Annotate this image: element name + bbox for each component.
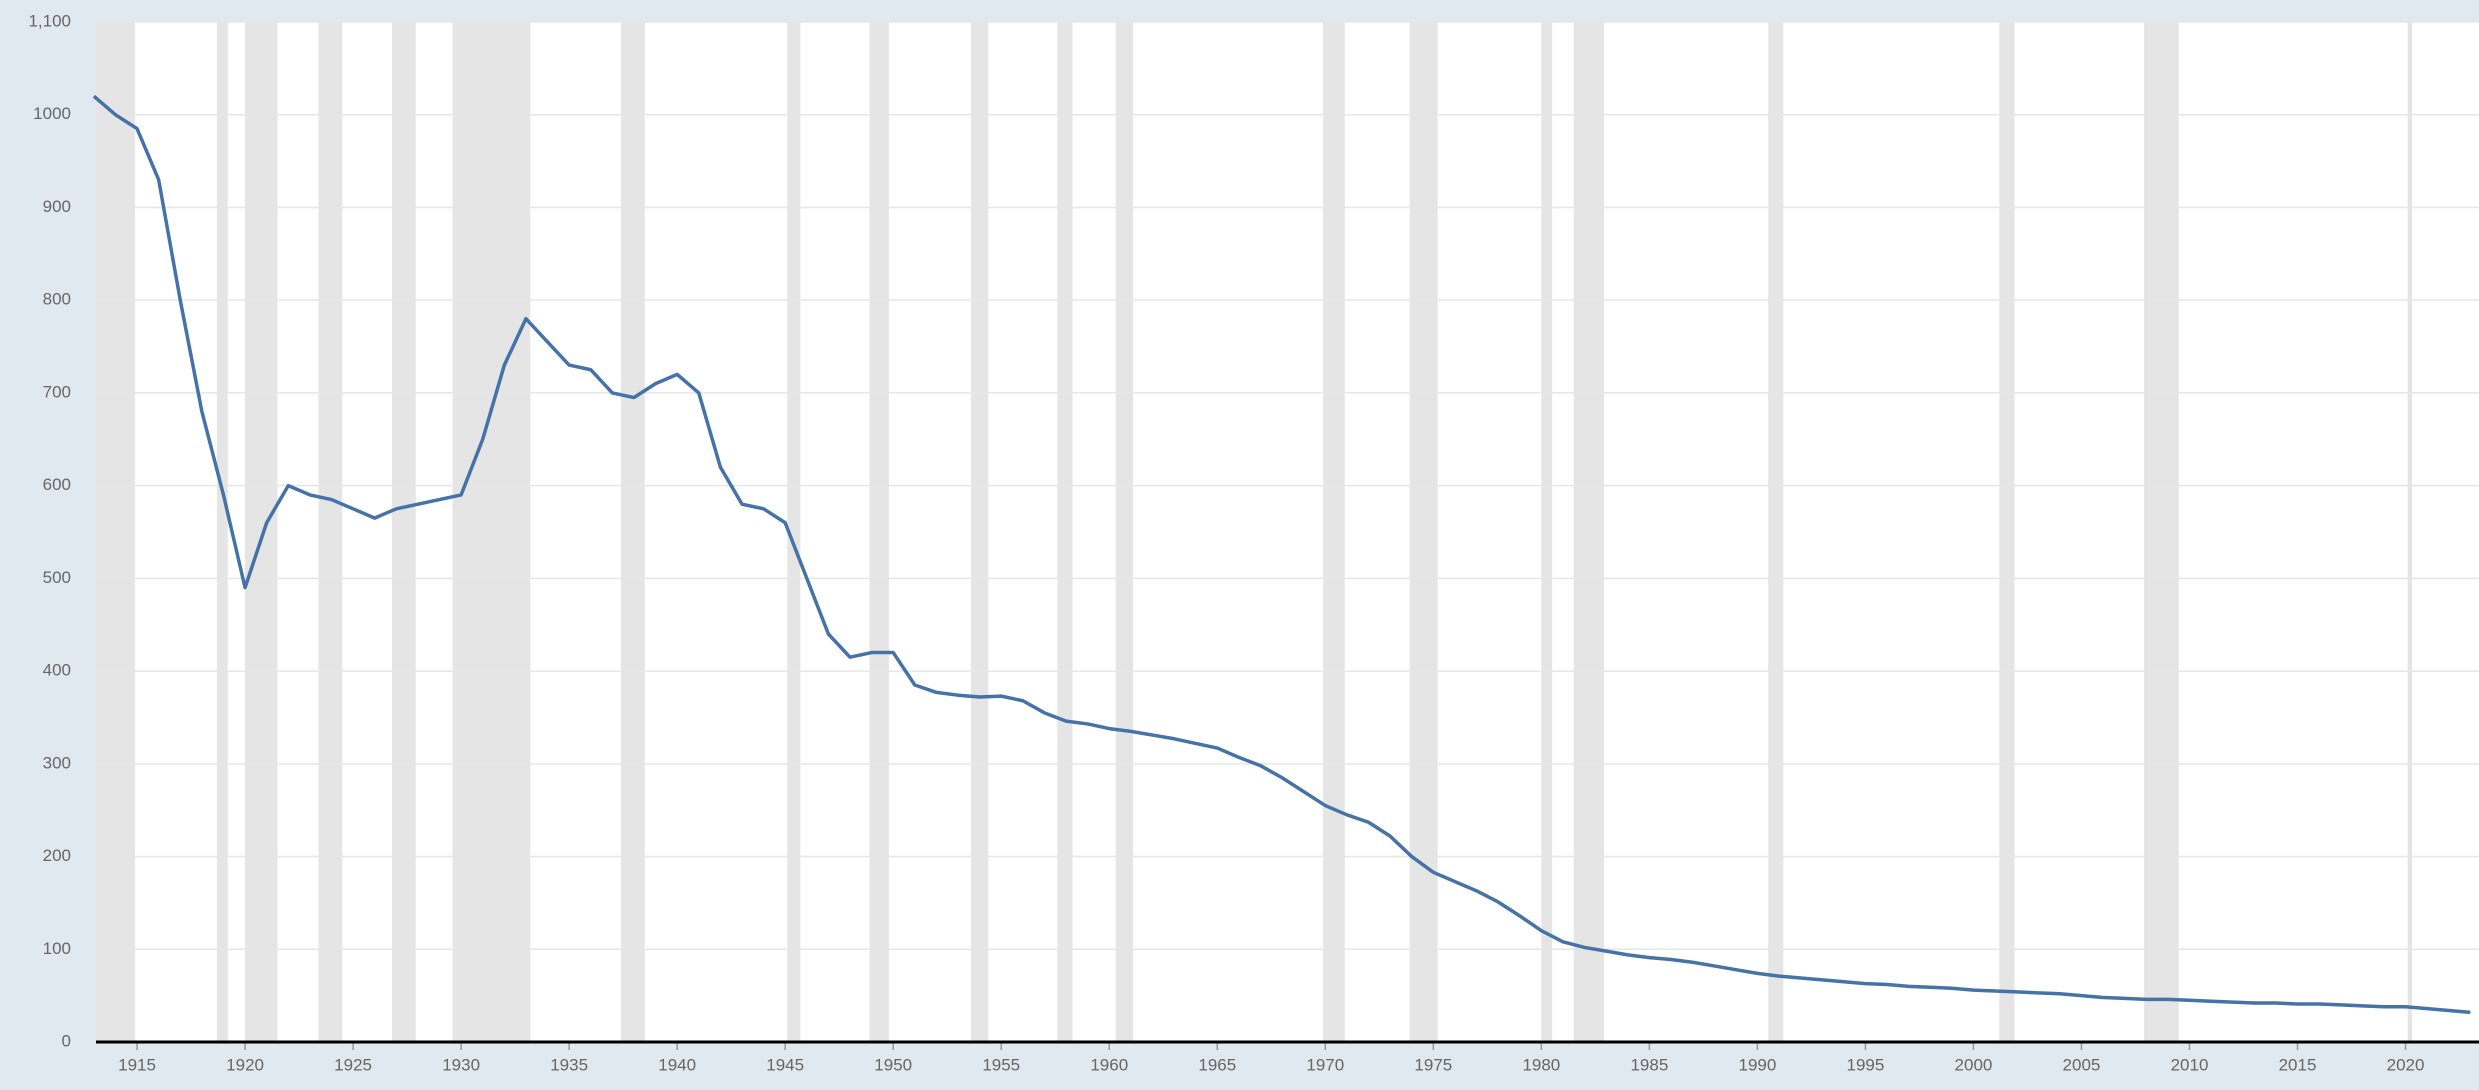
y-tick-label: 100 [43, 939, 71, 958]
x-tick-label: 1960 [1090, 1055, 1128, 1074]
recession-band [216, 22, 228, 1042]
recession-band [787, 22, 801, 1042]
x-tick-label: 1935 [550, 1055, 588, 1074]
y-tick-label: 200 [43, 846, 71, 865]
x-tick-label: 2005 [2063, 1055, 2101, 1074]
x-tick-label: 1925 [334, 1055, 372, 1074]
recession-band [1409, 22, 1438, 1042]
y-tick-label: 300 [43, 753, 71, 772]
recession-band [391, 22, 416, 1042]
y-tick-label: 800 [43, 290, 71, 309]
y-tick-label: 1,100 [28, 11, 71, 30]
x-tick-label: 2010 [2171, 1055, 2209, 1074]
x-tick-label: 1930 [442, 1055, 480, 1074]
x-tick-label: 1990 [1738, 1055, 1776, 1074]
x-tick-label: 1915 [118, 1055, 156, 1074]
x-tick-label: 1965 [1198, 1055, 1236, 1074]
recession-band [970, 22, 989, 1042]
recession-band [2144, 22, 2179, 1042]
x-tick-label: 1945 [766, 1055, 804, 1074]
recession-band [1768, 22, 1784, 1042]
recession-band [96, 22, 135, 1042]
y-tick-label: 1000 [33, 104, 71, 123]
x-tick-label: 2000 [1955, 1055, 1993, 1074]
recession-band [318, 22, 343, 1042]
y-tick-label: 400 [43, 661, 71, 680]
recession-band [245, 22, 278, 1042]
recession-band [620, 22, 645, 1042]
y-tick-label: 0 [62, 1031, 71, 1050]
x-tick-label: 1920 [226, 1055, 264, 1074]
y-tick-label: 500 [43, 568, 71, 587]
recession-band [1323, 22, 1345, 1042]
recession-band [1573, 22, 1605, 1042]
recession-band [1999, 22, 2015, 1042]
recession-band [1115, 22, 1134, 1042]
x-tick-label: 1980 [1522, 1055, 1560, 1074]
recession-band [1057, 22, 1073, 1042]
x-tick-label: 1950 [874, 1055, 912, 1074]
recession-band [2407, 22, 2413, 1042]
x-tick-label: 1995 [1847, 1055, 1885, 1074]
recession-band [869, 22, 889, 1042]
x-tick-label: 1955 [982, 1055, 1020, 1074]
y-tick-label: 900 [43, 197, 71, 216]
series-line [92, 94, 2471, 1015]
y-tick-label: 600 [43, 475, 71, 494]
y-tick-label: 700 [43, 382, 71, 401]
recession-band [452, 22, 531, 1042]
x-tick-label: 2020 [2387, 1055, 2425, 1074]
x-tick-label: 1940 [658, 1055, 696, 1074]
x-tick-label: 2015 [2279, 1055, 2317, 1074]
recession-band [1541, 22, 1553, 1042]
x-tick-label: 1975 [1414, 1055, 1452, 1074]
x-tick-label: 1970 [1306, 1055, 1344, 1074]
x-tick-label: 1985 [1630, 1055, 1668, 1074]
